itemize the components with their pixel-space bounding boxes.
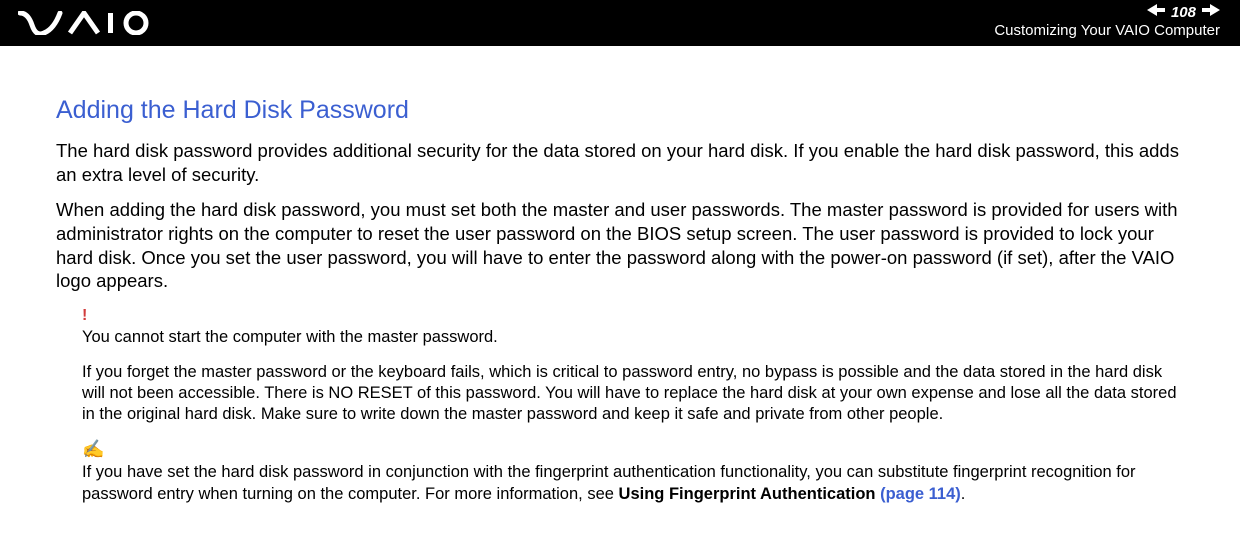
header-bar: 108 Customizing Your VAIO Computer <box>0 0 1240 46</box>
nav-next-icon[interactable] <box>1202 3 1220 21</box>
page-number: 108 <box>1171 4 1196 21</box>
tip-bold: Using Fingerprint Authentication <box>619 485 881 503</box>
warning-icon: ! <box>82 307 1184 325</box>
header-right: 108 Customizing Your VAIO Computer <box>994 0 1220 39</box>
paragraph-2: When adding the hard disk password, you … <box>56 198 1184 293</box>
warning-text-1: You cannot start the computer with the m… <box>82 327 1184 348</box>
tip-text: If you have set the hard disk password i… <box>82 462 1184 504</box>
tip-icon: ✍ <box>82 439 1184 460</box>
tip-link[interactable]: (page 114) <box>880 485 961 503</box>
section-title: Customizing Your VAIO Computer <box>994 22 1220 39</box>
page-title: Adding the Hard Disk Password <box>56 96 1184 125</box>
page-content: Adding the Hard Disk Password The hard d… <box>0 46 1240 505</box>
tip-text-pre: If you have set the hard disk password i… <box>82 463 1136 502</box>
paragraph-1: The hard disk password provides addition… <box>56 139 1184 186</box>
vaio-logo <box>18 11 158 35</box>
warning-block: ! You cannot start the computer with the… <box>56 307 1184 505</box>
page-nav: 108 <box>994 2 1220 22</box>
warning-text-2: If you forget the master password or the… <box>82 362 1184 425</box>
nav-prev-icon[interactable] <box>1147 3 1165 21</box>
tip-tail: . <box>961 485 966 503</box>
